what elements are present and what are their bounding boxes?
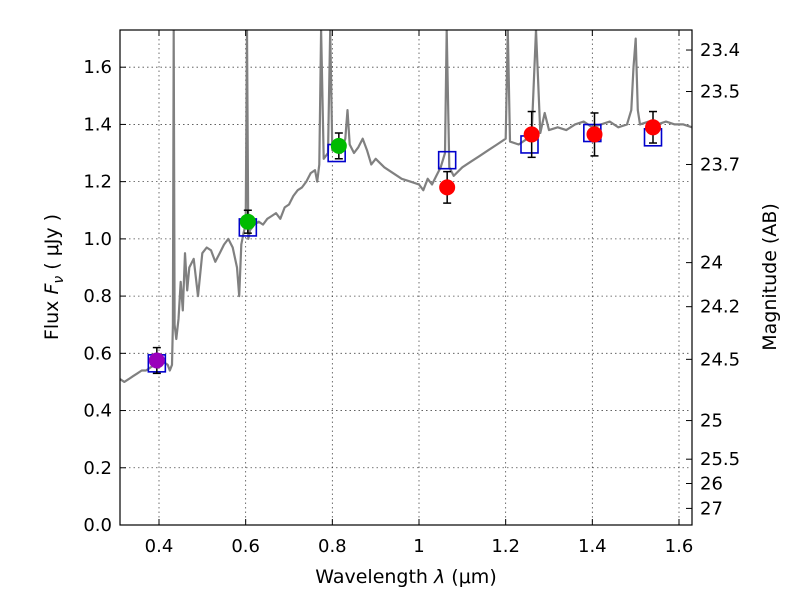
observed-point (239, 213, 256, 230)
y-tick-label: 1.0 (83, 229, 112, 250)
y2-tick-label: 23.7 (700, 154, 740, 175)
observed-point (148, 352, 165, 369)
observed-point (439, 179, 456, 196)
model-spectrum-layer (120, 30, 692, 383)
x-axis-ticks: 0.4 0.6 0.8 1 1.2 1.4 1.6 (145, 30, 694, 557)
observed-points-layer (148, 110, 661, 375)
observed-point (645, 119, 661, 136)
x-tick-label: 0.8 (318, 536, 347, 557)
y2-tick-label: 23.5 (700, 82, 740, 103)
model-points-layer (147, 123, 663, 373)
model-point-square (437, 150, 457, 170)
x-tick-label: 0.4 (145, 536, 174, 557)
y-axis-ticks: 0.0 0.2 0.4 0.6 0.8 1.0 1.2 1.4 1.6 (83, 57, 126, 536)
y2-axis-label: Magnitude (AB) (759, 203, 781, 351)
gridlines (120, 30, 692, 526)
y-tick-label: 0.0 (83, 515, 112, 536)
plot-frame (119, 29, 693, 526)
y-tick-label: 1.2 (83, 172, 112, 193)
x-tick-label: 1.4 (578, 536, 607, 557)
y-tick-label: 1.6 (83, 57, 112, 78)
y2-tick-label: 25 (700, 411, 723, 432)
y2-tick-label: 27 (700, 498, 723, 519)
y-tick-label: 0.2 (83, 458, 112, 479)
x-tick-label: 0.6 (231, 536, 260, 557)
x-tick-label: 1.6 (665, 536, 694, 557)
y2-tick-label: 24 (700, 253, 723, 274)
y2-tick-label: 24.5 (700, 349, 740, 370)
model-spectrum-line (120, 30, 692, 383)
observed-point (586, 126, 603, 143)
y-axis-label: Flux Fν ( μJy ) (41, 214, 67, 340)
observed-point (330, 137, 347, 154)
x-axis-label: Wavelength λ (μm) (315, 566, 496, 588)
y2-tick-label: 26 (700, 474, 723, 495)
observed-point (523, 126, 540, 143)
y2-tick-label: 23.4 (700, 40, 740, 61)
y-tick-label: 0.6 (83, 343, 112, 364)
y-tick-label: 1.4 (83, 114, 112, 135)
y-tick-label: 0.4 (83, 401, 112, 422)
y2-axis-ticks: 23.4 23.5 23.7 24 24.2 24.5 25 25.5 26 27 (686, 40, 740, 519)
x-tick-label: 1 (413, 536, 424, 557)
y2-tick-label: 25.5 (700, 449, 740, 470)
x-tick-label: 1.2 (491, 536, 520, 557)
y2-tick-label: 24.2 (700, 297, 740, 318)
y-tick-label: 0.8 (83, 286, 112, 307)
